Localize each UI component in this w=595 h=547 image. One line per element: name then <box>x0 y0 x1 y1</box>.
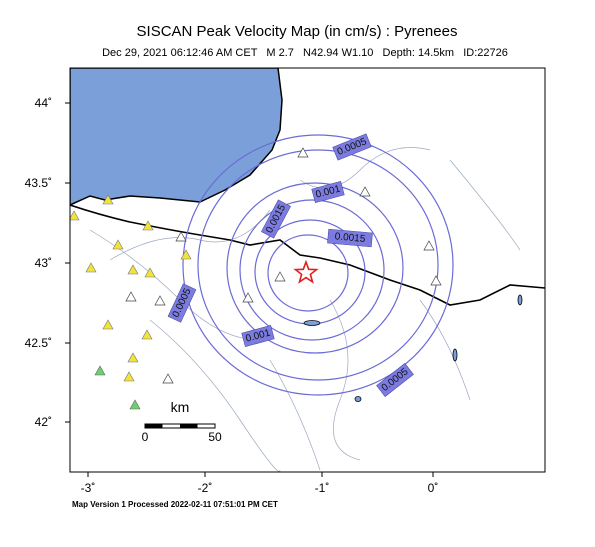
border <box>70 204 545 306</box>
contours <box>182 134 454 396</box>
y-tick-label: 43.5˚ <box>25 176 52 190</box>
scale-bar: km 0 50 <box>142 399 222 444</box>
y-tick-label: 43˚ <box>35 256 52 270</box>
y-tick-label: 44˚ <box>35 96 52 110</box>
epicenter <box>293 259 319 284</box>
scale-start: 0 <box>142 430 149 444</box>
y-tick-label: 42.5˚ <box>25 336 52 350</box>
subtitle: Dec 29, 2021 06:12:46 AM CET M 2.7 N42.9… <box>102 47 508 59</box>
y-tick-label: 42˚ <box>35 415 52 429</box>
contour-label: 0.0015 <box>327 228 373 248</box>
x-tick-label: -3˚ <box>81 481 96 495</box>
title: SISCAN Peak Velocity Map (in cm/s) : Pyr… <box>137 23 458 40</box>
footer: Map Version 1 Processed 2022-02-11 07:51… <box>72 500 278 509</box>
sea <box>70 68 283 206</box>
scale-end: 50 <box>208 430 222 444</box>
x-tick-label: 0˚ <box>428 481 439 495</box>
lakes <box>303 294 523 402</box>
contour-label: 0.001 <box>241 325 275 347</box>
contour-label-text: 0.0015 <box>334 231 366 245</box>
map-frame: 0.0005 0.001 0.0015 0.0015 0.0005 0.001 … <box>69 67 546 473</box>
x-axis: -3˚ -2˚ -1˚ 0˚ <box>81 472 439 495</box>
x-tick-label: -2˚ <box>198 481 213 495</box>
x-tick-label: -1˚ <box>315 481 330 495</box>
contour-label: 0.001 <box>311 181 345 203</box>
scale-unit: km <box>171 399 190 415</box>
y-axis: 44˚ 43.5˚ 43˚ 42.5˚ 42˚ <box>25 96 70 429</box>
stations <box>70 147 442 410</box>
